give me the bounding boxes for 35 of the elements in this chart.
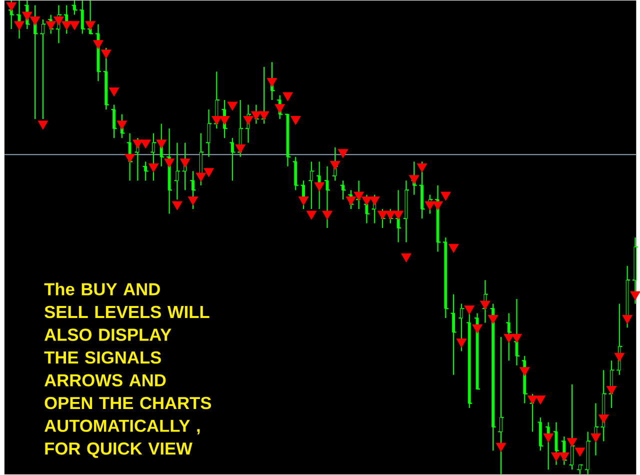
candlestick	[466, 312, 473, 409]
candlestick	[442, 236, 449, 319]
candlestick	[402, 180, 410, 243]
candlestick	[324, 166, 331, 229]
candlestick	[363, 194, 370, 224]
candlestick	[418, 161, 426, 220]
candlestick	[458, 303, 465, 352]
candlestick	[8, 0, 15, 30]
candlestick	[490, 303, 496, 452]
candlestick	[79, 0, 86, 34]
candlestick	[450, 294, 457, 376]
candlestick	[229, 137, 236, 182]
candlestick	[174, 142, 180, 200]
annotation: The BUY AND SELL LEVELS WILL ALSO DISPLAY THE SIGNALS ARROWS AND OPEN THE CHARTS AUTOMATICALLY , FOR QUICK VIEW	[44, 282, 212, 458]
candlestick	[205, 109, 212, 158]
candlestick	[513, 298, 520, 366]
candlestick	[71, 0, 78, 16]
candlestick	[624, 265, 631, 328]
candlestick	[40, 18, 46, 120]
candlestick	[292, 156, 299, 191]
candlestick	[308, 161, 315, 210]
candlestick	[102, 47, 110, 110]
candlestick	[506, 312, 512, 362]
candlestick	[568, 384, 576, 470]
candlestick	[340, 180, 346, 200]
candlestick	[552, 422, 560, 466]
candlestick	[142, 161, 149, 182]
candlestick	[394, 190, 402, 243]
candlestick	[190, 170, 196, 210]
candlestick	[284, 114, 292, 167]
candlestick	[537, 416, 544, 452]
candlestick	[86, 0, 94, 34]
candlestick	[110, 104, 118, 139]
candlestick	[150, 132, 157, 182]
candlestick	[474, 312, 481, 390]
